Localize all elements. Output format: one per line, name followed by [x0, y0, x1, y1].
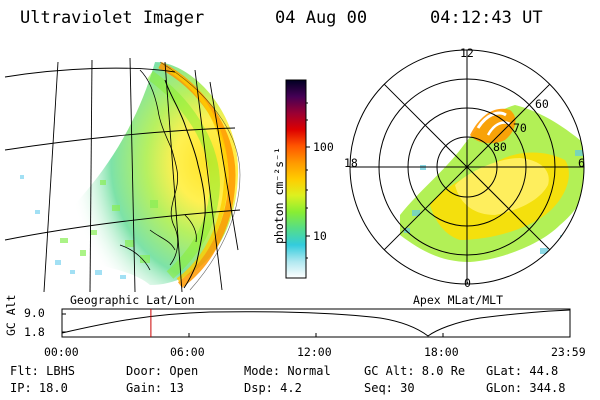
colorbar [285, 79, 310, 279]
mlt-label-18: 18 [344, 156, 358, 170]
timeline-x-tick-2359: 23:59 [551, 345, 586, 359]
altitude-curve [61, 309, 571, 337]
info-door: Door: Open [126, 364, 199, 378]
mlt-label-12: 12 [460, 46, 474, 60]
time-label: 04:12:43 UT [430, 8, 543, 28]
polar-panel-label: Apex MLat/MLT [413, 293, 504, 307]
info-dsp: Dsp: 4.2 [244, 381, 302, 395]
timeline-y-tick-high: 9.0 [24, 306, 45, 320]
colorbar-tick-10: 10 [313, 229, 327, 243]
info-mode: Mode: Normal [244, 364, 331, 378]
altitude-timeline [61, 308, 571, 338]
colorbar-tick-100: 100 [313, 140, 334, 154]
info-ip: IP: 18.0 [10, 381, 68, 395]
lat-label-60: 60 [535, 97, 549, 111]
geographic-panel-label: Geographic Lat/Lon [70, 293, 195, 307]
polar-plot [349, 49, 585, 285]
date-label: 04 Aug 00 [275, 8, 368, 28]
mlt-label-6: 6 [578, 156, 585, 170]
info-seq: Seq: 30 [364, 381, 415, 395]
timeline-x-tick-0600: 06:00 [170, 345, 205, 359]
info-flt: Flt: LBHS [10, 364, 76, 378]
timeline-x-tick-0000: 00:00 [44, 345, 79, 359]
info-gcalt: GC Alt: 8.0 Re [364, 364, 466, 378]
timeline-x-tick-1800: 18:00 [424, 345, 459, 359]
lat-label-70: 70 [513, 121, 527, 135]
timeline-x-tick-1200: 12:00 [297, 345, 332, 359]
info-glat: GLat: 44.8 [486, 364, 559, 378]
timeline-y-tick-low: 1.8 [24, 325, 45, 339]
mlt-label-0: 0 [464, 276, 471, 290]
geographic-map [4, 57, 241, 293]
colorbar-unit-label: photon cm⁻²s⁻¹ [272, 147, 286, 244]
instrument-title: Ultraviolet Imager [20, 8, 205, 28]
info-gain: Gain: 13 [126, 381, 184, 395]
lat-label-80: 80 [493, 140, 507, 154]
timeline-axis-label: GC Alt [4, 294, 18, 336]
info-glon: GLon: 344.8 [486, 381, 566, 395]
